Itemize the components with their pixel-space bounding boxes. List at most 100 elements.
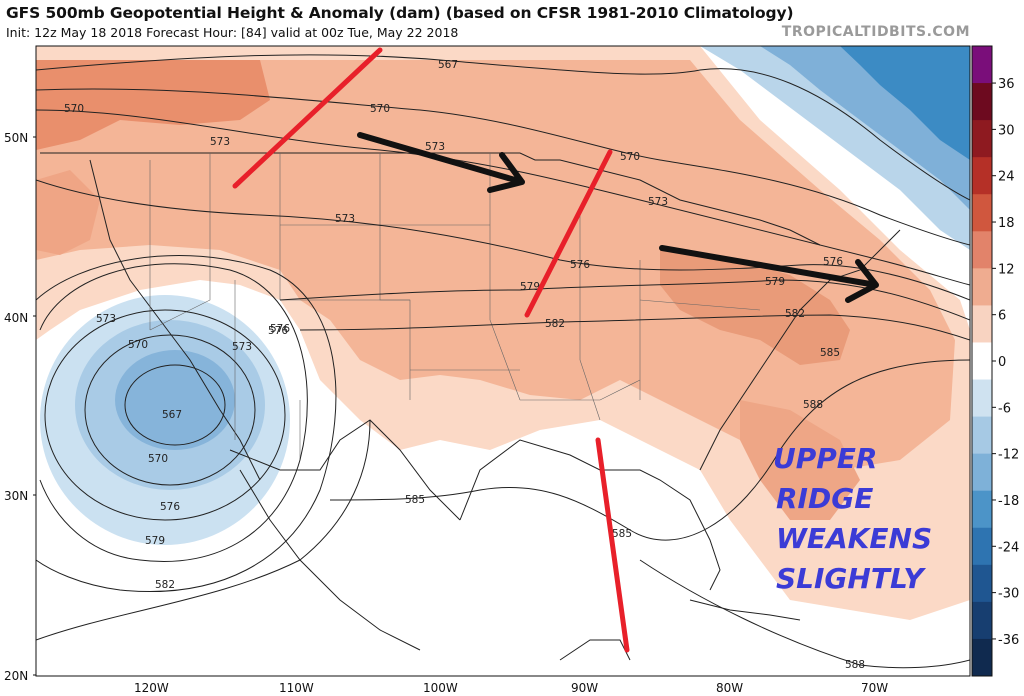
contour-labels: 567 570 573 573 570 573 570 573 576 576 …: [64, 59, 865, 671]
contour-label: 570: [620, 151, 640, 163]
contour-label: 585: [820, 347, 840, 359]
us-mexico-border: [229, 419, 461, 521]
annotation-line-1: UPPER: [773, 442, 877, 475]
colorbar-swatch: [972, 120, 992, 158]
contour-label: 567: [438, 59, 458, 71]
contour-573-north: [36, 109, 970, 286]
colorbar-tick-label: 18: [998, 216, 1015, 231]
flow-arrow-north: [357, 132, 525, 193]
colorbar-tick-labels: 36 30 24 18 12 6 0 -6 -12 -18 -24 -30 -36: [992, 77, 1019, 648]
contour-label: 585: [405, 494, 425, 506]
contour-label: 576: [160, 501, 180, 513]
east-coast: [699, 229, 901, 471]
us-canada-border: [40, 152, 821, 246]
colorbar-swatch: [972, 564, 992, 603]
contour-label: 567: [162, 409, 182, 421]
west-coast: [89, 159, 261, 481]
contour-label: 576: [270, 323, 290, 335]
contour-label: 576: [268, 325, 288, 337]
map-area: 567 570 573 573 570 573 570 573 576 576 …: [36, 46, 970, 676]
flow-arrows: [357, 132, 879, 303]
negative-anomaly-strong-region: [115, 350, 235, 450]
colorbar-tick-label: -6: [998, 401, 1011, 416]
contour-label: 573: [425, 141, 445, 153]
colorbar-tick-label: 36: [998, 77, 1015, 92]
contour-label: 588: [845, 659, 865, 671]
political-borders: [40, 152, 901, 661]
colorbar-swatch: [972, 157, 992, 195]
contour-label: 582: [785, 308, 805, 320]
positive-anomaly-strong-southwest: [36, 170, 100, 255]
contour-label: 570: [64, 103, 84, 115]
map-title: GFS 500mb Geopotential Height & Anomaly …: [6, 4, 794, 22]
positive-anomaly-strong-coast: [740, 400, 860, 520]
contour-label: 582: [545, 318, 565, 330]
flow-arrow-east: [659, 245, 879, 303]
colorbar-tick-label: 6: [998, 309, 1006, 324]
low-contour-573: [44, 309, 286, 521]
cuba: [689, 599, 801, 621]
colorbar-tick-label: -18: [998, 494, 1019, 509]
annotation-line-3: WEAKENS: [776, 522, 932, 555]
low-contour-576: [39, 263, 308, 562]
state-line-4: [489, 153, 521, 401]
contour-label: 573: [232, 341, 252, 353]
contour-570-north: [36, 88, 970, 246]
height-contours: [36, 54, 970, 669]
colorbar-swatch: [972, 453, 992, 492]
positive-anomaly-strong-east: [660, 250, 850, 365]
low-contour-567: [124, 364, 226, 446]
colorbar-tick-label: -36: [998, 633, 1019, 648]
gulf-coast: [459, 439, 721, 591]
contour-588: [639, 559, 970, 669]
colorbar-swatch: [972, 231, 992, 269]
contour-label: 573: [648, 196, 668, 208]
anomaly-colorbar: [971, 45, 993, 677]
map-subtitle: Init: 12z May 18 2018 Forecast Hour: [84…: [6, 25, 459, 40]
colorbar-swatch: [972, 194, 992, 232]
contour-label: 573: [96, 313, 116, 325]
red-axis-line-gulf: [595, 437, 630, 653]
contour-label: 573: [210, 136, 230, 148]
contour-585: [329, 359, 970, 541]
lat-label-50n: 50N: [4, 131, 28, 145]
colorbar-tick-label: 0: [998, 355, 1006, 370]
annotation-line-2: RIDGE: [776, 482, 873, 515]
contour-label: 579: [765, 276, 785, 288]
lon-label-110w: 110W: [279, 681, 314, 695]
colorbar-swatch: [972, 379, 992, 418]
contour-label: 585: [612, 528, 632, 540]
contour-579: [279, 279, 970, 321]
contour-label: 570: [148, 453, 168, 465]
annotation-line-4: SLIGHTLY: [776, 562, 926, 595]
state-borders: [149, 153, 761, 460]
colorbar-tick-label: 12: [998, 262, 1015, 277]
lon-label-90w: 90W: [571, 681, 598, 695]
colorbar-swatch: [972, 638, 992, 677]
contour-label: 576: [823, 256, 843, 268]
colorbar-tick-label: 24: [998, 170, 1015, 185]
negative-anomaly-northeast-strong: [840, 46, 970, 160]
red-axis-line-central: [524, 149, 613, 318]
contour-label: 582: [155, 579, 175, 591]
mexico-west-coast: [239, 469, 421, 651]
colorbar-swatch: [972, 46, 992, 84]
contour-label: 576: [570, 259, 590, 271]
colorbar-swatch: [972, 490, 992, 529]
lat-label-40n: 40N: [4, 311, 28, 325]
trough-ridge-axes: [232, 47, 630, 653]
red-axis-line-west: [232, 47, 383, 189]
colorbar-swatch: [972, 601, 992, 640]
colorbar-swatch: [972, 416, 992, 455]
low-contour-570: [84, 334, 256, 486]
colorbar-swatch: [972, 268, 992, 306]
colorbar-swatch: [972, 83, 992, 121]
colorbar-swatch: [972, 305, 992, 343]
longitude-labels: 120W 110W 100W 90W 80W 70W: [134, 681, 888, 695]
lat-label-30n: 30N: [4, 489, 28, 503]
state-line-8: [520, 379, 641, 401]
colorbar-tick-label: -12: [998, 448, 1019, 463]
forecast-annotation: UPPER RIDGE WEAKENS SLIGHTLY: [773, 442, 932, 595]
contour-567-north: [36, 54, 970, 201]
